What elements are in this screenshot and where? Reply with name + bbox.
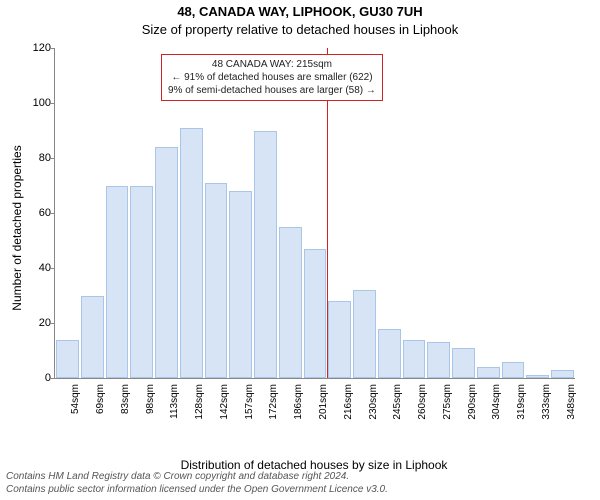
- bar: [279, 227, 302, 378]
- x-tick: 69sqm: [95, 384, 106, 414]
- bar: [526, 375, 549, 378]
- bar: [304, 249, 327, 378]
- bar: [229, 191, 252, 378]
- x-tick: 113sqm: [169, 384, 180, 419]
- bar: [56, 340, 79, 379]
- y-tick-mark: [50, 268, 55, 269]
- x-tick: 245sqm: [392, 384, 403, 420]
- bar: [477, 367, 500, 378]
- y-tick-mark: [50, 213, 55, 214]
- x-tick: 201sqm: [318, 384, 329, 420]
- footer-line1: Contains HM Land Registry data © Crown c…: [6, 470, 388, 483]
- bar: [427, 342, 450, 378]
- bar: [353, 290, 376, 378]
- callout-line3: 9% of semi-detached houses are larger (5…: [168, 84, 376, 97]
- x-tick: 98sqm: [145, 384, 156, 414]
- y-tick: 20: [23, 317, 51, 329]
- x-tick: 216sqm: [343, 384, 354, 420]
- footer-attribution: Contains HM Land Registry data © Crown c…: [6, 470, 388, 496]
- bar: [106, 186, 129, 379]
- x-tick: 83sqm: [120, 384, 131, 414]
- footer-line2: Contains public sector information licen…: [6, 483, 388, 496]
- bar: [130, 186, 153, 379]
- y-tick: 40: [23, 262, 51, 274]
- x-tick: 290sqm: [467, 384, 478, 420]
- y-tick: 0: [23, 372, 51, 384]
- x-tick: 54sqm: [70, 384, 81, 414]
- x-tick: 304sqm: [491, 384, 502, 420]
- x-tick: 230sqm: [368, 384, 379, 420]
- y-tick: 100: [23, 97, 51, 109]
- bar: [205, 183, 228, 378]
- bar: [502, 362, 525, 379]
- bar: [403, 340, 426, 379]
- x-tick: 157sqm: [244, 384, 255, 420]
- y-tick: 60: [23, 207, 51, 219]
- page: 48, CANADA WAY, LIPHOOK, GU30 7UH Size o…: [0, 0, 600, 500]
- address-title: 48, CANADA WAY, LIPHOOK, GU30 7UH: [0, 4, 600, 19]
- y-tick-mark: [50, 323, 55, 324]
- plot-area: 02040608010012054sqm69sqm83sqm98sqm113sq…: [54, 48, 575, 379]
- x-tick: 260sqm: [417, 384, 428, 420]
- x-tick: 142sqm: [219, 384, 230, 420]
- x-tick: 275sqm: [442, 384, 453, 420]
- bar: [378, 329, 401, 379]
- y-tick: 120: [23, 42, 51, 54]
- callout-line1: 48 CANADA WAY: 215sqm: [168, 58, 376, 71]
- x-tick: 172sqm: [268, 384, 279, 420]
- x-tick: 348sqm: [566, 384, 577, 420]
- callout-line2: ← 91% of detached houses are smaller (62…: [168, 71, 376, 84]
- y-tick-mark: [50, 158, 55, 159]
- y-axis-label: Number of detached properties: [10, 145, 24, 310]
- y-tick-mark: [50, 103, 55, 104]
- x-tick: 186sqm: [293, 384, 304, 420]
- bar: [254, 131, 277, 379]
- bar: [81, 296, 104, 379]
- y-tick-mark: [50, 48, 55, 49]
- histogram-chart: 02040608010012054sqm69sqm83sqm98sqm113sq…: [54, 48, 574, 408]
- bar: [155, 147, 178, 378]
- bar: [180, 128, 203, 378]
- bar: [452, 348, 475, 378]
- subtitle: Size of property relative to detached ho…: [0, 22, 600, 37]
- bar: [551, 370, 574, 378]
- x-tick: 319sqm: [516, 384, 527, 420]
- x-tick: 333sqm: [541, 384, 552, 420]
- x-tick: 128sqm: [194, 384, 205, 420]
- y-tick: 80: [23, 152, 51, 164]
- callout-box: 48 CANADA WAY: 215sqm← 91% of detached h…: [161, 54, 383, 101]
- y-tick-mark: [50, 378, 55, 379]
- bar: [328, 301, 351, 378]
